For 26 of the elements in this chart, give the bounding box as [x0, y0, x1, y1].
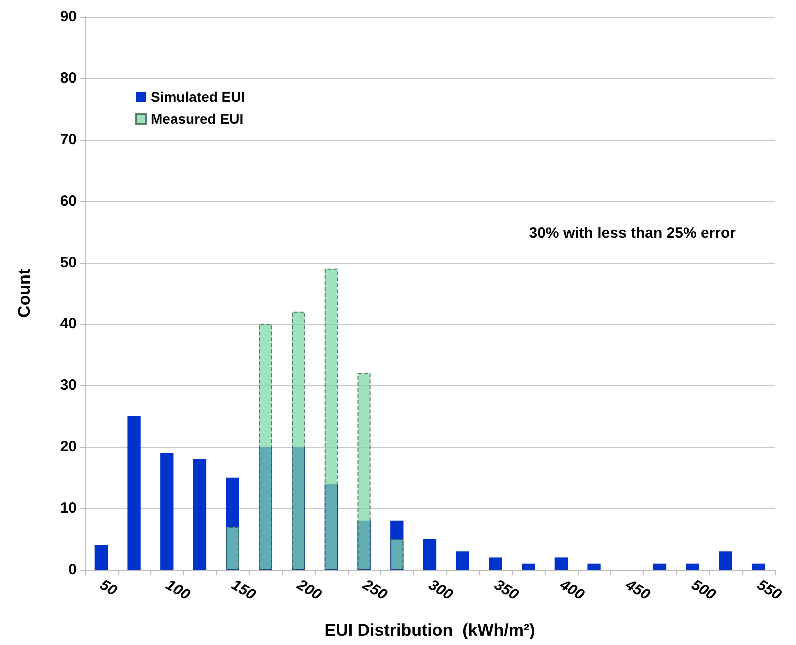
y-tick-label: 10: [60, 500, 77, 518]
legend-label: Simulated EUI: [151, 89, 246, 105]
x-tick-label: 250: [359, 576, 391, 604]
y-tick-label: 70: [60, 131, 77, 148]
legend-label: Measured EUI: [151, 111, 244, 127]
y-tick-label: 40: [60, 316, 77, 333]
x-tick-label: 300: [426, 576, 456, 604]
x-tick-label: 100: [162, 576, 194, 604]
y-tick-label: 60: [60, 192, 77, 210]
x-tick-label: 400: [556, 576, 588, 604]
x-tick-label: 150: [228, 576, 260, 604]
annotation: 30% with less than 25% error: [529, 225, 736, 242]
y-tick-label: 30: [60, 377, 77, 394]
y-tick-label: 0: [68, 562, 77, 578]
x-axis-title: EUI Distribution (kWh/m²): [324, 621, 536, 640]
x-tick-label: 200: [293, 576, 326, 604]
y-tick-label: 50: [60, 254, 77, 272]
y-tick-label: 80: [60, 70, 77, 87]
y-tick-label: 90: [60, 8, 77, 26]
x-tick-label: 350: [491, 576, 522, 604]
x-tick-label: 550: [754, 576, 786, 604]
x-tick-label: 50: [97, 576, 121, 600]
y-tick-label: 20: [60, 438, 77, 456]
y-axis-title: Count: [15, 268, 34, 318]
x-tick-label: 500: [688, 576, 720, 604]
x-tick-label: 450: [622, 576, 654, 604]
